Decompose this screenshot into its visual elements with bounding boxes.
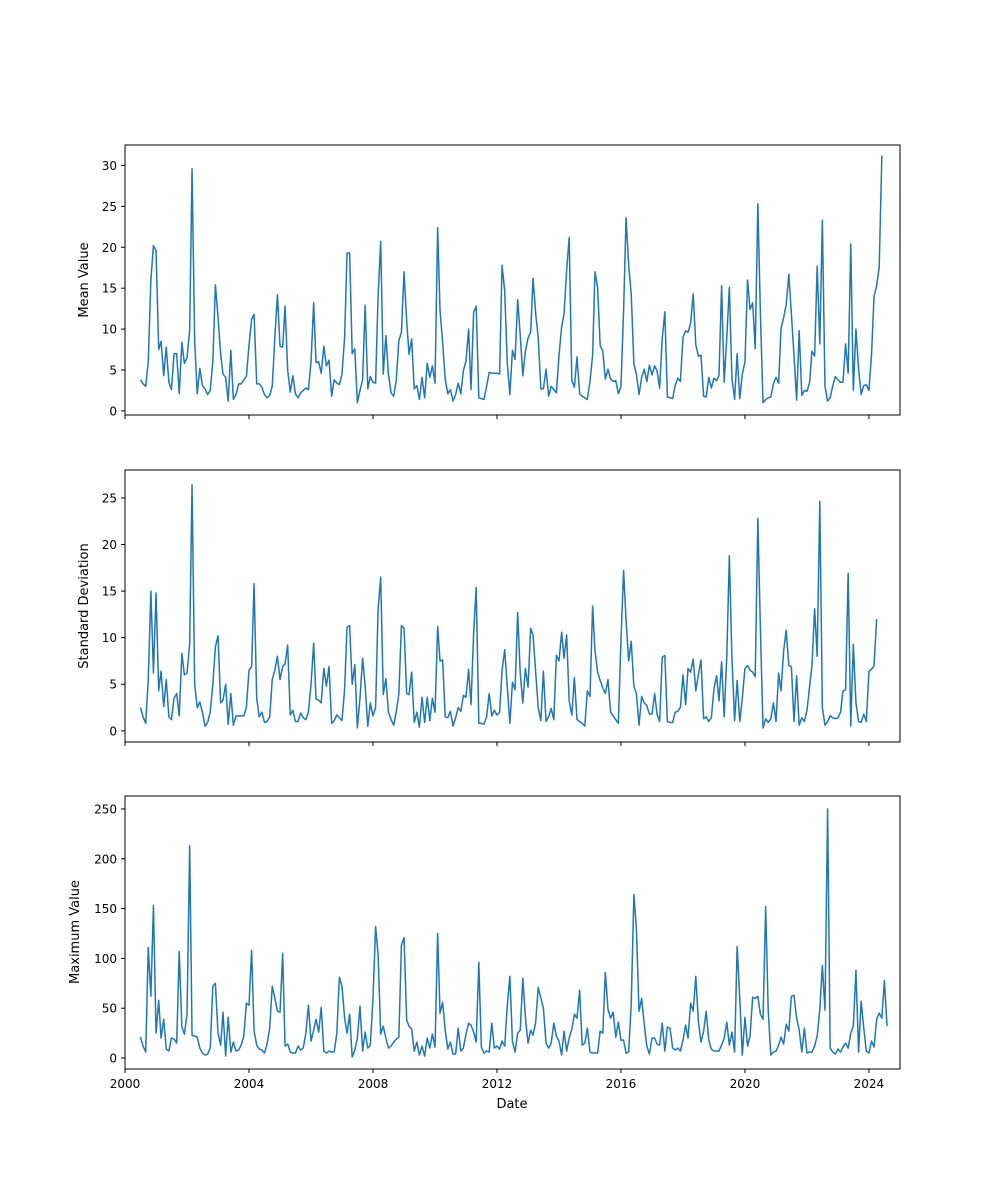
y-tick-label: 5	[109, 364, 117, 378]
std-dev-panel: 0 5 10 15 20 25 Standard Deviation	[77, 469, 901, 746]
x-tick-label: 2008	[358, 1077, 389, 1091]
y-tick-label: 10	[102, 323, 117, 337]
max-value-line	[139, 808, 888, 1058]
y-tick-label: 0	[109, 404, 117, 418]
x-axis-label: Date	[496, 1097, 527, 1112]
y-tick-label: 20	[102, 241, 117, 255]
y-tick-label: 0	[109, 724, 117, 738]
std-dev-ticks: 0 5 10 15 20 25	[102, 491, 870, 746]
x-tick-label: 2012	[482, 1077, 513, 1091]
y-tick-label: 0	[109, 1052, 117, 1066]
std-dev-y-axis-label: Standard Deviation	[77, 543, 92, 668]
y-tick-label: 150	[94, 902, 117, 916]
x-tick-label: 2020	[730, 1077, 761, 1091]
max-value-plot-frame	[124, 795, 901, 1070]
y-tick-label: 20	[102, 538, 117, 552]
y-tick-label: 25	[102, 200, 117, 214]
y-tick-label: 5	[109, 678, 117, 692]
x-tick-label: 2024	[854, 1077, 885, 1091]
y-tick-label: 50	[102, 1002, 117, 1016]
x-tick-label: 2016	[606, 1077, 637, 1091]
y-tick-label: 25	[102, 491, 117, 505]
x-tick-label: 2004	[234, 1077, 265, 1091]
mean-value-panel: 0 5 10 15 20 25 30 Mean Value	[77, 144, 901, 419]
mean-value-plot-frame	[124, 144, 901, 416]
y-tick-label: 100	[94, 952, 117, 966]
y-tick-label: 10	[102, 631, 117, 645]
y-tick-label: 15	[102, 282, 117, 296]
y-tick-label: 250	[94, 802, 117, 816]
std-dev-line	[139, 484, 878, 729]
std-dev-plot-frame	[124, 469, 901, 743]
y-tick-label: 200	[94, 852, 117, 866]
max-value-panel: 0 50 100 150 200 250 2000 2004 2008 2012 2016 2020 2…	[68, 795, 901, 1091]
mean-value-y-axis-label: Mean Value	[77, 242, 92, 317]
mean-value-ticks: 0 5 10 15 20 25 30	[102, 159, 870, 419]
mean-value-line	[139, 155, 883, 404]
y-tick-label: 15	[102, 585, 117, 599]
max-value-y-axis-label: Maximum Value	[68, 880, 83, 984]
x-tick-label: 2000	[110, 1077, 141, 1091]
y-tick-label: 30	[102, 159, 117, 173]
max-value-ticks: 0 50 100 150 200 250 2000 2004 2008 2012 2016 2020 2…	[94, 802, 884, 1091]
